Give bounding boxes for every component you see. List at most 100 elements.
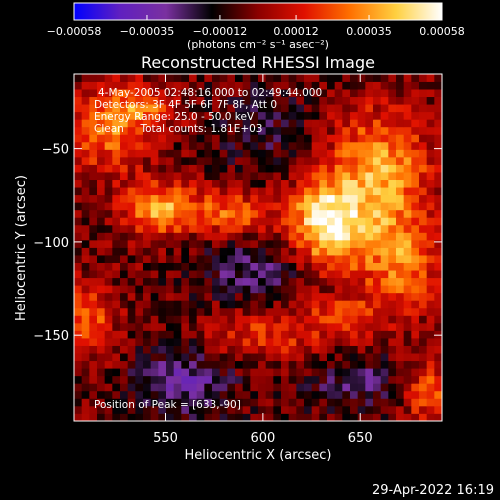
heatmap-cell <box>166 405 175 414</box>
heatmap-cell <box>242 224 251 233</box>
heatmap-cell <box>319 217 328 226</box>
heatmap-cell <box>426 360 435 369</box>
heatmap-cell <box>250 187 259 196</box>
heatmap-cell <box>365 360 374 369</box>
heatmap-cell <box>288 96 297 105</box>
heatmap-cell <box>334 330 343 339</box>
heatmap-cell <box>434 156 442 165</box>
heatmap-cell <box>158 413 167 421</box>
heatmap-cell <box>273 315 282 324</box>
heatmap-cell <box>434 172 442 181</box>
heatmap-cell <box>135 307 144 316</box>
heatmap-cell <box>265 111 274 120</box>
heatmap-cell <box>296 398 305 407</box>
heatmap-cell <box>227 194 236 203</box>
heatmap-cell <box>273 224 282 233</box>
heatmap-cell <box>127 224 136 233</box>
heatmap-cell <box>311 390 320 399</box>
heatmap-cell <box>319 232 328 241</box>
heatmap-cell <box>273 353 282 362</box>
heatmap-cell <box>434 307 442 316</box>
heatmap-cell <box>319 149 328 158</box>
heatmap-cell <box>166 111 175 120</box>
heatmap-cell <box>426 292 435 301</box>
heatmap-cell <box>212 330 221 339</box>
heatmap-cell <box>81 315 90 324</box>
heatmap-cell <box>350 209 359 218</box>
heatmap-cell <box>104 224 113 233</box>
heatmap-cell <box>288 277 297 286</box>
heatmap-cell <box>319 202 328 211</box>
heatmap-cell <box>120 217 129 226</box>
heatmap-cell <box>189 383 198 392</box>
heatmap-cell <box>296 338 305 346</box>
heatmap-cell <box>196 390 205 399</box>
heatmap-cell <box>196 209 205 218</box>
heatmap-cell <box>403 96 412 105</box>
heatmap-cell <box>403 277 412 286</box>
heatmap-cell <box>319 338 328 346</box>
heatmap-cell <box>120 300 129 309</box>
heatmap-cell <box>373 383 382 392</box>
heatmap-cell <box>319 307 328 316</box>
heatmap-cell <box>166 285 175 294</box>
heatmap-cell <box>219 96 228 105</box>
heatmap-cell <box>265 307 274 316</box>
heatmap-cell <box>112 156 121 165</box>
heatmap-cell <box>396 96 405 105</box>
heatmap-cell <box>273 270 282 279</box>
heatmap-cell <box>319 353 328 362</box>
colorbar-tick-label: −0.00012 <box>193 25 248 38</box>
heatmap-cell <box>219 330 228 339</box>
heatmap-cell <box>166 217 175 226</box>
heatmap-cell <box>97 149 106 158</box>
heatmap-cell <box>81 405 90 414</box>
heatmap-cell <box>296 270 305 279</box>
heatmap-cell <box>311 126 320 135</box>
heatmap-cell <box>319 360 328 369</box>
heatmap-cell <box>120 383 129 392</box>
heatmap-cell <box>342 164 351 173</box>
heatmap-cell <box>365 194 374 203</box>
heatmap-cell <box>212 104 221 113</box>
heatmap-cell <box>81 255 90 263</box>
heatmap-cell <box>127 292 136 301</box>
heatmap-cell <box>334 405 343 414</box>
heatmap-cell <box>127 300 136 309</box>
colorbar-tick-label: 0.00035 <box>346 25 392 38</box>
heatmap-cell <box>273 405 282 414</box>
heatmap-cell <box>342 345 351 354</box>
heatmap-cell <box>173 149 182 158</box>
heatmap-cell <box>334 292 343 301</box>
heatmap-cell <box>342 247 351 256</box>
heatmap-cell <box>258 126 267 135</box>
heatmap-cell <box>327 307 336 316</box>
heatmap-cell <box>227 285 236 294</box>
heatmap-cell <box>434 405 442 414</box>
heatmap-cell <box>373 405 382 414</box>
heatmap-cell <box>365 383 374 392</box>
heatmap-cell <box>342 239 351 248</box>
heatmap-cell <box>434 239 442 248</box>
heatmap-cell <box>120 119 129 128</box>
heatmap-cell <box>281 104 290 113</box>
heatmap-cell <box>89 315 98 324</box>
heatmap-cell <box>189 134 198 143</box>
heatmap-cell <box>403 345 412 354</box>
heatmap-cell <box>281 383 290 392</box>
heatmap-cell <box>242 330 251 339</box>
heatmap-cell <box>127 187 136 196</box>
heatmap-cell <box>219 322 228 331</box>
heatmap-cell <box>81 74 90 82</box>
heatmap-cell <box>426 96 435 105</box>
heatmap-cell <box>150 232 159 241</box>
heatmap-cell <box>281 111 290 120</box>
heatmap-cell <box>97 224 106 233</box>
heatmap-cell <box>419 285 428 294</box>
heatmap-cell <box>426 187 435 196</box>
heatmap-cell <box>173 217 182 226</box>
heatmap-cell <box>365 405 374 414</box>
heatmap-cell <box>403 375 412 384</box>
heatmap-cell <box>258 96 267 105</box>
heatmap-cell <box>181 187 190 196</box>
